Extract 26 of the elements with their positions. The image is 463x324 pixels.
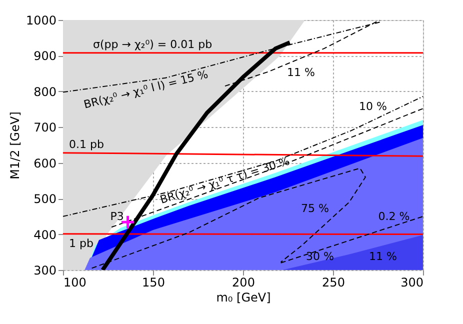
x-tick-label: 250 <box>322 276 345 290</box>
x-tick-label: 150 <box>142 276 165 290</box>
y-tick-label: 800 <box>34 84 56 99</box>
y-tick-label: 500 <box>34 192 56 206</box>
y-tick-label: 300 <box>34 264 56 278</box>
x-tick-label: 100 <box>64 276 86 290</box>
annotation: 10 % <box>359 100 387 113</box>
x-tick-label: 200 <box>232 276 255 290</box>
annotation: 11 % <box>287 66 315 79</box>
annotation: BR(χ₂⁰ → χ₁⁰ l l) = 15 % <box>82 68 210 112</box>
y-tick-label: 900 <box>34 49 56 64</box>
annotation: 75 % <box>301 202 329 215</box>
annotation: 11 % <box>369 250 397 263</box>
y-tick-label: 1000 <box>26 14 56 28</box>
annotation: 30 % <box>306 250 334 263</box>
y-tick-label: 400 <box>34 228 56 242</box>
x-axis-title: m₀ [GeV] <box>216 290 271 304</box>
y-tick-label: 700 <box>34 120 56 135</box>
series-label: 1 pb <box>69 236 94 250</box>
y-tick-label: 600 <box>34 156 56 170</box>
annotation: P3 <box>110 210 124 223</box>
series-label: σ(pp → χ₂⁰) = 0.01 pb <box>93 38 212 51</box>
x-tick-label: 300 <box>400 276 424 290</box>
annotation: 0.2 % <box>378 210 410 223</box>
series-label: 0.1 pb <box>69 138 104 151</box>
y-axis-title: M1/2 [GeV] <box>8 112 22 180</box>
